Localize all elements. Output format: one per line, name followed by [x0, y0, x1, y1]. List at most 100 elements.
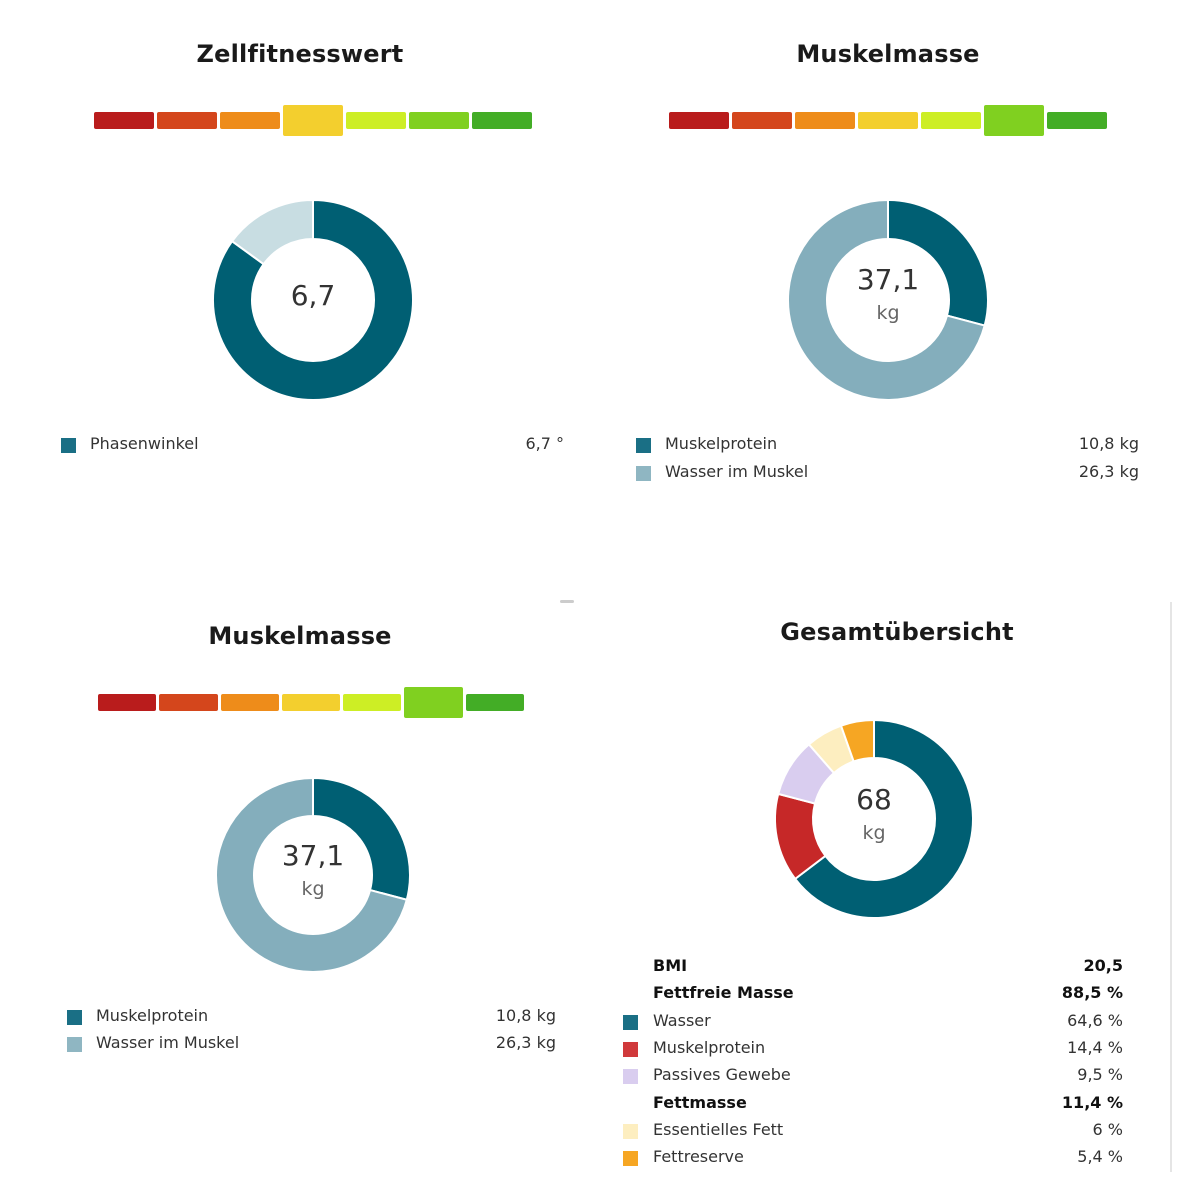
- legend-row: Fettfreie Masse 88,5 %: [623, 983, 1123, 1007]
- legend-value: 88,5 %: [1061, 983, 1123, 1003]
- legend-row: BMI 20,5: [623, 956, 1123, 980]
- divider-mark: [560, 600, 574, 603]
- center-value: 37,1: [281, 839, 345, 872]
- legend-value: 20,5: [1083, 956, 1123, 975]
- legend-label: Phasenwinkel: [90, 434, 199, 453]
- legend-swatch: [623, 1123, 638, 1139]
- donut-chart: 37,1 kg: [787, 198, 989, 401]
- center-value: 68: [856, 783, 892, 816]
- donut-center: 68 kg: [774, 783, 974, 844]
- donut-chart: 6,7: [212, 198, 414, 401]
- legend-value: 26,3 kg: [1078, 462, 1139, 481]
- legend-label: Muskelprotein: [96, 1006, 209, 1025]
- panel-title: Muskelmasse: [208, 622, 392, 650]
- divider-line: [1170, 602, 1172, 1172]
- scale-segment: [159, 693, 218, 711]
- legend-label: Passives Gewebe: [653, 1065, 791, 1085]
- scale-segment: [409, 111, 469, 129]
- donut-center: 37,1 kg: [215, 839, 411, 900]
- center-value: 37,1: [856, 263, 920, 296]
- legend-row: Phasenwinkel 6,7 °: [61, 434, 564, 458]
- legend-row: Essentielles Fett 6 %: [623, 1120, 1123, 1144]
- scale-segment: [465, 693, 524, 711]
- panel-gesamtuebersicht: Gesamtübersicht 68 kg BMI 20,5 Fettfreie M…: [600, 600, 1170, 1180]
- legend-label: Essentielles Fett: [653, 1119, 784, 1139]
- scale-segment: [732, 111, 792, 129]
- legend-value: 64,6 %: [1067, 1010, 1123, 1030]
- legend-value: 10,8 kg: [1078, 434, 1139, 453]
- scale-segment: [220, 111, 280, 129]
- donut-slice: [312, 776, 411, 901]
- donut-slice: [787, 198, 986, 401]
- legend-row: Wasser 64,6 %: [623, 1011, 1123, 1035]
- legend-value: 14,4 %: [1067, 1037, 1123, 1057]
- donut-slice: [215, 776, 409, 973]
- scale-segment: [157, 111, 217, 129]
- donut-slice: [212, 198, 414, 401]
- legend-row: Muskelprotein 10,8 kg: [636, 434, 1139, 458]
- panel-title: Gesamtübersicht: [780, 618, 1014, 646]
- legend-swatch: [636, 438, 651, 453]
- legend-row: Passives Gewebe 9,5 %: [623, 1065, 1123, 1089]
- legend-swatch: [61, 438, 76, 453]
- legend-row: Wasser im Muskel 26,3 kg: [67, 1033, 556, 1057]
- scale-segment: [98, 693, 157, 711]
- donut-center: 37,1 kg: [787, 263, 989, 324]
- legend-row: Wasser im Muskel 26,3 kg: [636, 462, 1139, 486]
- legend-label: BMI: [653, 956, 688, 975]
- legend-swatch: [67, 1037, 82, 1052]
- legend-value: 9,5 %: [1077, 1065, 1123, 1085]
- scale-segment: [858, 111, 918, 129]
- scale-segment: [343, 693, 402, 711]
- legend-row: Fettmasse 11,4 %: [623, 1093, 1123, 1117]
- center-unit: kg: [862, 822, 886, 844]
- donut-chart: 37,1 kg: [215, 776, 411, 973]
- legend-label: Muskelprotein: [653, 1037, 766, 1057]
- donut-slice: [230, 198, 314, 266]
- panel-zellfitness: Zellfitnesswert 6,7 Phasenwinkel 6,7 °: [0, 0, 600, 560]
- legend-value: 6,7 °: [525, 434, 564, 453]
- legend-row: Fettreserve 5,4 %: [623, 1147, 1123, 1171]
- panel-muskelmasse-top: Muskelmasse 37,1 kg Muskelprotein 10,8 kg…: [600, 0, 1200, 560]
- scale-segment: [281, 693, 341, 711]
- legend-label: Muskelprotein: [665, 434, 778, 453]
- legend-value: 6 %: [1092, 1119, 1123, 1139]
- scale-segment-active: [404, 686, 463, 718]
- scale-segment: [220, 693, 279, 711]
- panel-title: Zellfitnesswert: [196, 40, 404, 68]
- legend-label: Wasser: [653, 1010, 711, 1030]
- donut-slice: [839, 718, 875, 763]
- panel-muskelmasse-bottom: Muskelmasse 37,1 kg Muskelprotein 10,8 kg…: [0, 600, 600, 1160]
- scale-segment: [472, 111, 532, 129]
- rating-scale: [669, 100, 1107, 140]
- scale-segment-active: [283, 104, 343, 136]
- legend-swatch: [623, 1014, 638, 1030]
- legend-label: Fettfreie Masse: [653, 983, 794, 1003]
- legend-value: 26,3 kg: [495, 1033, 556, 1052]
- legend-swatch: [623, 1069, 638, 1085]
- legend-swatch: [67, 1010, 82, 1025]
- donut-chart: 68 kg: [774, 718, 974, 919]
- scale-segment-active: [984, 104, 1044, 136]
- legend-value: 5,4 %: [1077, 1147, 1123, 1167]
- legend-swatch: [636, 466, 651, 481]
- legend-value: 10,8 kg: [495, 1006, 556, 1025]
- scale-segment: [795, 111, 855, 129]
- rating-scale: [94, 100, 532, 140]
- legend-label: Fettreserve: [653, 1147, 744, 1167]
- legend-label: Fettmasse: [653, 1092, 747, 1112]
- legend-value: 11,4 %: [1061, 1092, 1123, 1112]
- legend-swatch: [623, 1041, 638, 1057]
- legend-label: Wasser im Muskel: [96, 1033, 240, 1052]
- center-value: 6,7: [290, 279, 336, 312]
- legend-row: Muskelprotein 10,8 kg: [67, 1006, 556, 1030]
- scale-segment: [669, 111, 729, 129]
- rating-scale: [98, 682, 524, 722]
- center-unit: kg: [301, 878, 325, 900]
- donut-center: 6,7: [212, 279, 414, 312]
- legend-label: Wasser im Muskel: [665, 462, 809, 481]
- scale-segment: [94, 111, 154, 129]
- scale-segment: [921, 111, 981, 129]
- legend-row: Muskelprotein 14,4 %: [623, 1038, 1123, 1062]
- center-unit: kg: [876, 302, 900, 324]
